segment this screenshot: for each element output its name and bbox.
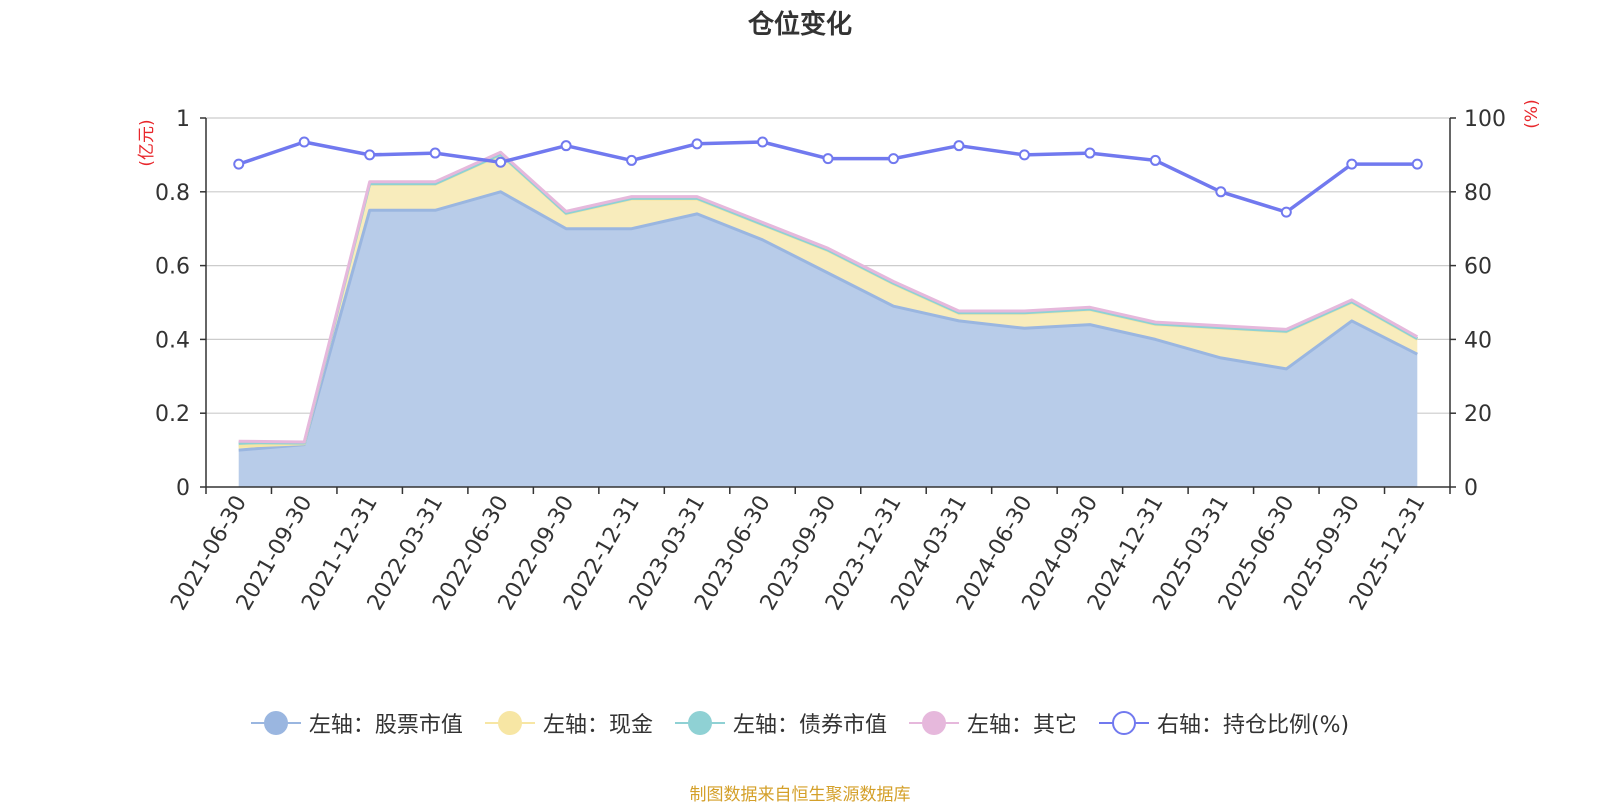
legend-item[interactable]: 右轴：持仓比例(%): [1098, 707, 1350, 739]
chart-legend: 左轴：股票市值 左轴：现金 左轴：债券市值 左轴：其它 右轴：持仓比例(%): [0, 706, 1600, 740]
legend-item[interactable]: 左轴：债券市值: [674, 707, 887, 739]
left-y-tick-label: 0: [176, 476, 190, 501]
legend-label: 左轴：现金: [542, 713, 653, 738]
stock-series-line: [238, 190, 1418, 452]
ratio-point: [757, 136, 769, 148]
legend-item[interactable]: 左轴：股票市值: [250, 707, 463, 739]
ratio-point: [233, 158, 245, 170]
ratio-point: [364, 149, 376, 161]
left-y-tick-label: 0.4: [155, 328, 190, 353]
right-y-tick-label: 100: [1464, 107, 1506, 132]
ratio-point: [1018, 149, 1030, 161]
legend-symbol-icon: [674, 710, 725, 736]
legend-label: 左轴：债券市值: [732, 713, 887, 738]
data-source-note: 制图数据来自恒生聚源数据库: [689, 785, 911, 805]
ratio-point: [1411, 158, 1423, 170]
legend-symbol-icon: [484, 710, 535, 736]
left-y-tick-label: 0.2: [155, 402, 190, 427]
ratio-point: [953, 140, 965, 152]
legend-label: 左轴：其它: [966, 713, 1077, 738]
legend-label: 左轴：股票市值: [308, 713, 463, 738]
legend-symbol-icon: [1098, 710, 1149, 736]
legend-item[interactable]: 左轴：现金: [484, 707, 653, 739]
ratio-point: [1149, 154, 1161, 166]
ratio-point: [1280, 206, 1292, 218]
right-y-tick-label: 80: [1464, 181, 1492, 206]
legend-label: 右轴：持仓比例(%): [1156, 713, 1350, 738]
legend-item[interactable]: 左轴：其它: [908, 707, 1077, 739]
ratio-point: [1215, 186, 1227, 198]
ratio-point: [298, 136, 310, 148]
stock-area: [238, 191, 1418, 488]
ratio-point: [495, 156, 507, 168]
bond-series-line: [238, 152, 1419, 445]
other-series-line: [238, 150, 1419, 444]
ratio-point: [560, 140, 572, 152]
chart-title: 仓位变化: [747, 10, 852, 40]
legend-symbol-icon: [908, 710, 959, 736]
left-axis-unit: (亿元): [137, 119, 157, 166]
right-y-tick-label: 20: [1464, 402, 1492, 427]
left-y-tick-label: 1: [176, 107, 190, 132]
ratio-point: [626, 154, 638, 166]
legend-symbol-icon: [250, 710, 301, 736]
left-y-tick-label: 0.6: [155, 255, 190, 280]
ratio-point: [1346, 158, 1358, 170]
ratio-point: [691, 138, 703, 150]
ratio-point: [429, 147, 441, 159]
right-y-tick-label: 40: [1464, 328, 1492, 353]
right-y-tick-label: 0: [1464, 476, 1478, 501]
left-y-tick-label: 0.8: [155, 181, 190, 206]
ratio-point: [822, 153, 834, 165]
ratio-point: [1084, 147, 1096, 159]
right-y-tick-label: 60: [1464, 255, 1492, 280]
ratio-point: [887, 153, 899, 165]
right-axis-unit: (%): [1522, 99, 1542, 128]
